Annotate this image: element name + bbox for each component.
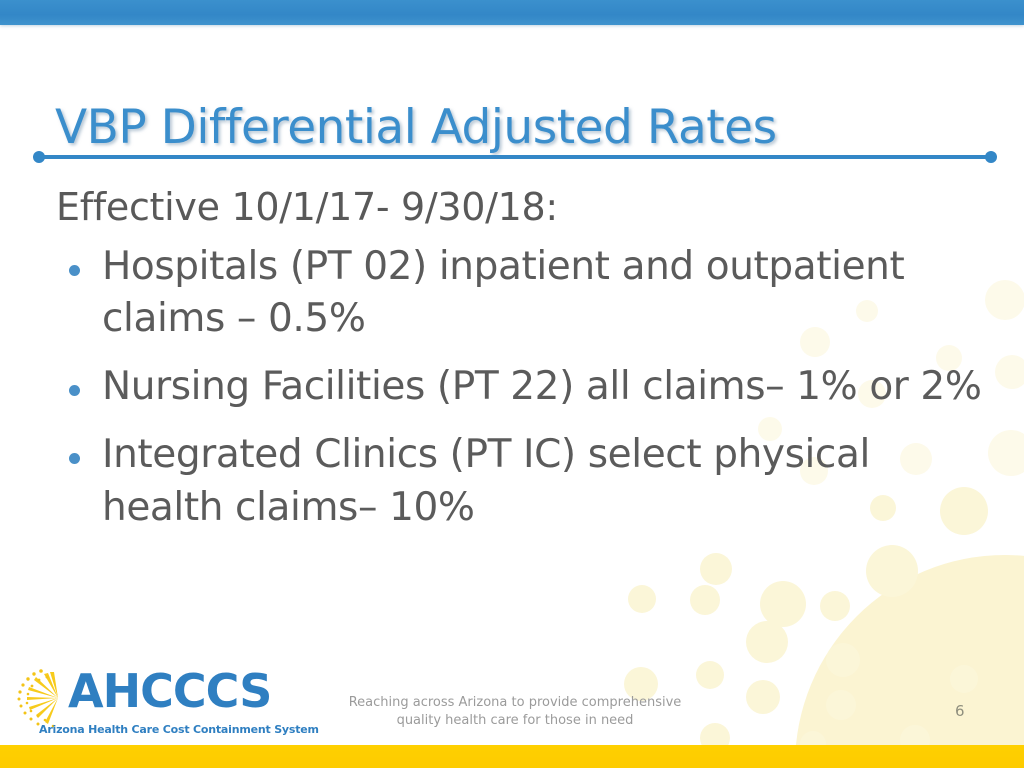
deco-large-circle — [795, 555, 1024, 745]
deco-circle — [950, 665, 978, 693]
list-item-label: Integrated Clinics (PT IC) select physic… — [102, 432, 870, 530]
sunburst-icon — [17, 669, 58, 728]
deco-circle — [800, 731, 826, 745]
deco-circle — [866, 545, 918, 597]
list-item-label: Hospitals (PT 02) inpatient and outpatie… — [102, 243, 905, 341]
deco-circle — [696, 661, 724, 689]
footer-tagline-line-1: Reaching across Arizona to provide compr… — [348, 695, 682, 710]
deco-circle — [820, 591, 850, 621]
deco-circle — [985, 280, 1024, 320]
deco-circle — [826, 690, 856, 720]
bottom-accent-bar — [0, 745, 1024, 768]
deco-circle — [988, 430, 1024, 476]
footer-tagline: Reaching across Arizona to provide compr… — [300, 694, 730, 731]
title-rule-left-dot-icon — [33, 151, 45, 163]
list-item-label: Nursing Facilities (PT 22) all claims– 1… — [102, 364, 982, 410]
ahcccs-logo: AHCCCS Arizona Health Care Cost Containm… — [14, 668, 319, 742]
title-rule — [42, 155, 990, 159]
deco-circle — [995, 355, 1024, 389]
title-rule-right-dot-icon — [985, 151, 997, 163]
top-accent-bar — [0, 0, 1024, 25]
footer-tagline-line-2: quality health care for those in need — [396, 713, 634, 729]
bullet-dot-icon — [69, 385, 80, 397]
deco-circle — [700, 553, 732, 585]
deco-circle — [826, 643, 860, 677]
ahcccs-wordmark: AHCCCS — [68, 664, 272, 718]
bullet-list: Hospitals (PT 02) inpatient and outpatie… — [56, 241, 986, 534]
deco-circle — [746, 680, 780, 714]
page-number: 6 — [955, 702, 965, 720]
deco-circle — [746, 621, 788, 663]
deco-circle — [900, 725, 930, 745]
effective-date-line: Effective 10/1/17- 9/30/18: — [56, 185, 558, 229]
slide-content: Effective 10/1/17- 9/30/18: Hospitals (P… — [56, 186, 986, 550]
list-item: Integrated Clinics (PT IC) select physic… — [56, 429, 986, 534]
list-item: Nursing Facilities (PT 22) all claims– 1… — [56, 361, 986, 413]
bullet-dot-icon — [69, 264, 80, 276]
page-title: VBP Differential Adjusted Rates — [55, 100, 777, 155]
ahcccs-tagline: Arizona Health Care Cost Containment Sys… — [39, 723, 319, 736]
deco-circle — [690, 585, 720, 615]
deco-circle — [628, 585, 656, 613]
list-item: Hospitals (PT 02) inpatient and outpatie… — [56, 241, 986, 346]
deco-circle — [760, 581, 806, 627]
bullet-dot-icon — [69, 453, 80, 465]
